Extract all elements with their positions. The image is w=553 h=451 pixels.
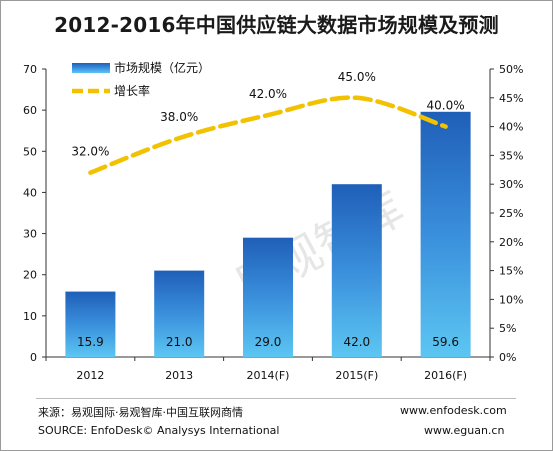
y-left-tick-label: 30 (23, 228, 37, 241)
growth-rate-line (88, 95, 448, 175)
bar (243, 237, 293, 357)
y-right-tick-label: 20% (499, 236, 523, 249)
y-right-tick-label: 40% (499, 121, 523, 134)
chart-title: 2012-2016年中国供应链大数据市场规模及预测 (54, 13, 499, 37)
y-right-tick-label: 25% (499, 207, 523, 220)
y-right-tick-label: 15% (499, 265, 523, 278)
y-right-tick-label: 35% (499, 149, 523, 162)
source-cn: 来源：易观国际·易观智库·中国互联网商情 (38, 406, 243, 419)
growth-rate-label: 45.0% (338, 70, 376, 84)
y-right-tick-label: 50% (499, 63, 523, 76)
legend-bar-label: 市场规模（亿元） (114, 60, 210, 75)
x-tick-label: 2013 (165, 369, 193, 382)
bar (65, 291, 116, 357)
y-left-tick-label: 20 (23, 269, 37, 282)
x-tick-label: 2015(F) (335, 369, 378, 382)
x-tick-label: 2014(F) (247, 369, 290, 382)
url-enfodesk[interactable]: www.enfodesk.com (400, 404, 507, 417)
growth-rate-label: 40.0% (427, 99, 465, 113)
bar (154, 270, 205, 357)
footer-divider (36, 398, 516, 399)
bar (331, 184, 382, 357)
y-left-tick-label: 60 (23, 104, 37, 117)
y-right-tick-label: 0% (499, 351, 516, 364)
legend-bar-swatch (72, 63, 110, 73)
bar-value-label: 29.0 (255, 335, 282, 349)
growth-rate-label: 32.0% (71, 145, 109, 159)
y-left-tick-label: 70 (23, 63, 37, 76)
bar-value-label: 42.0 (343, 335, 370, 349)
x-tick-label: 2016(F) (424, 369, 467, 382)
y-right-tick-label: 45% (499, 92, 523, 105)
growth-rate-label: 38.0% (160, 110, 198, 124)
y-right-tick-label: 30% (499, 178, 523, 191)
bar-value-label: 15.9 (77, 335, 104, 349)
y-left-tick-label: 10 (23, 310, 37, 323)
bar-value-label: 59.6 (432, 335, 459, 349)
url-eguan[interactable]: www.eguan.cn (424, 424, 505, 437)
bar-value-label: 21.0 (166, 335, 193, 349)
y-right-tick-label: 10% (499, 293, 523, 306)
source-en: SOURCE: EnfoDesk© Analysys International (38, 424, 280, 437)
y-left-tick-label: 40 (23, 186, 37, 199)
growth-rate-label: 42.0% (249, 87, 287, 101)
y-right-tick-label: 5% (499, 322, 516, 335)
bar (420, 111, 471, 357)
x-tick-label: 2012 (76, 369, 104, 382)
legend-line-label: 增长率 (114, 83, 150, 98)
y-left-tick-label: 0 (30, 351, 37, 364)
y-left-tick-label: 50 (23, 145, 37, 158)
